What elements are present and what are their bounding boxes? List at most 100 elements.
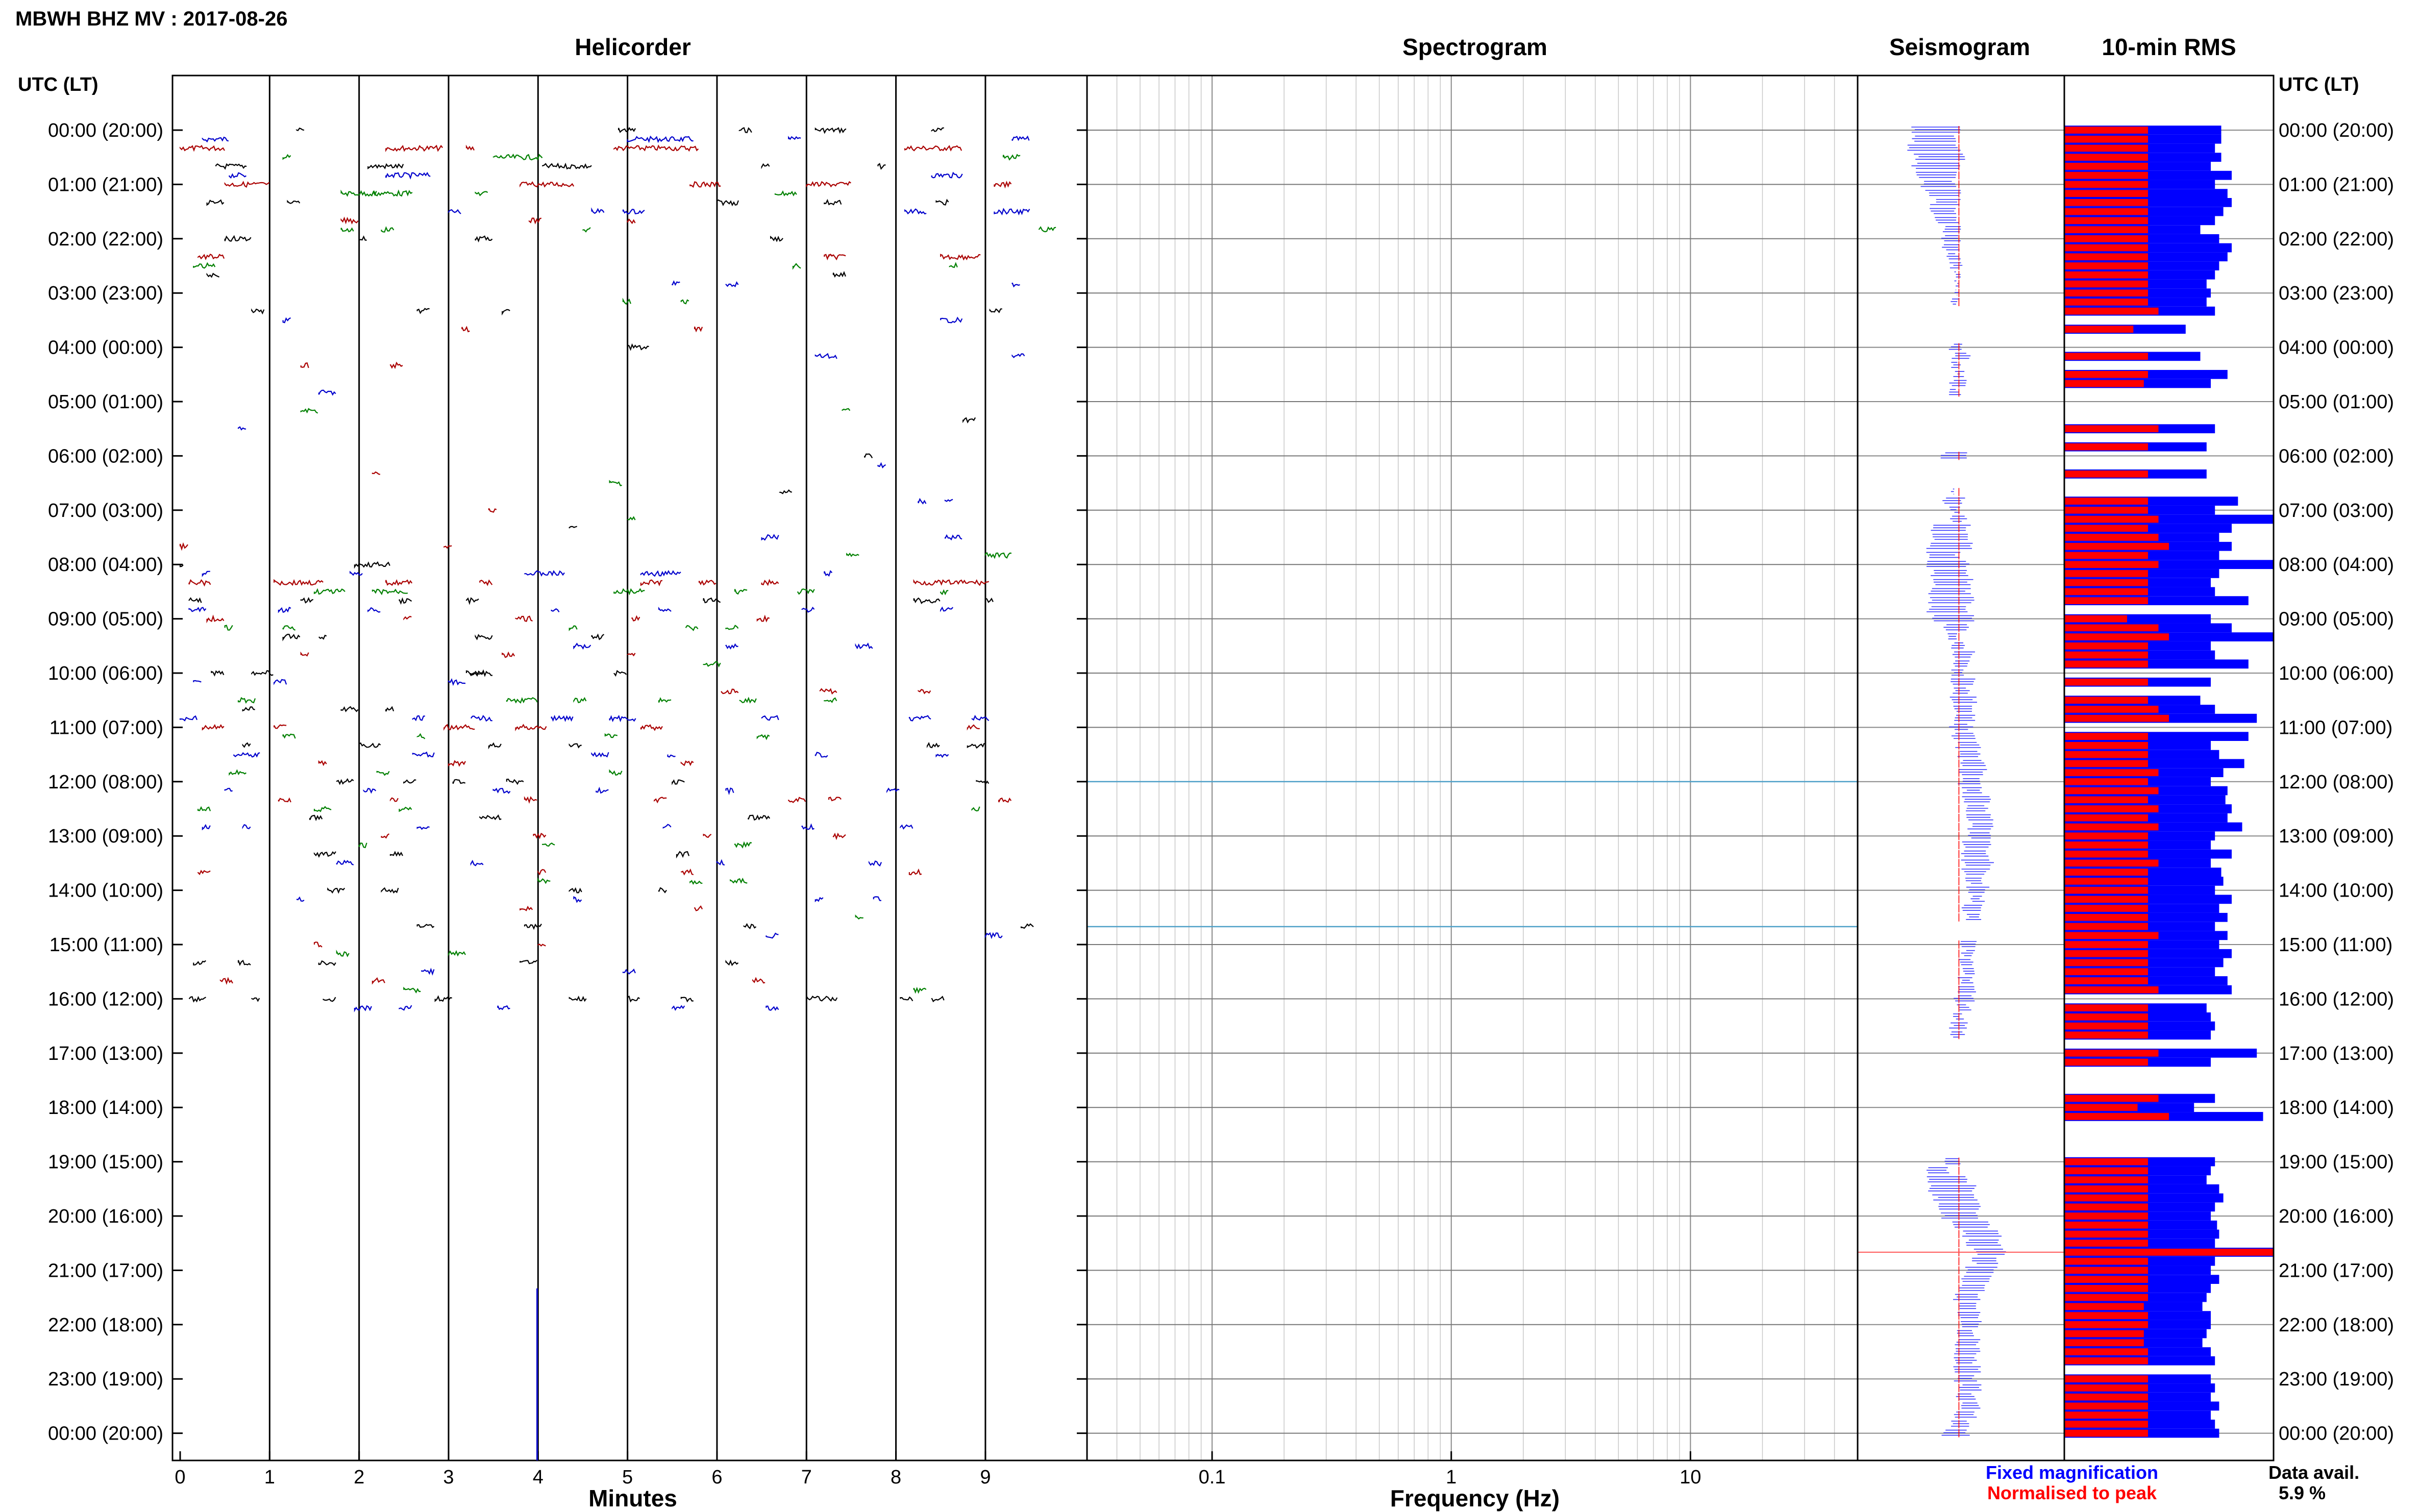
helicorder-trace [354,1005,372,1012]
helicorder-trace [984,932,1003,939]
helicorder-trace [689,181,721,188]
rms-bar-normalised [2064,171,2148,179]
helicorder-trace [372,189,413,197]
time-label: 19:00 (15:00) [2279,1152,2394,1173]
rms-bar-normalised [2064,986,2159,994]
rms-bar-normalised [2064,326,2134,333]
time-label: 05:00 (01:00) [48,391,163,413]
helicorder-trace [551,714,574,722]
helicorder-trace [300,408,318,414]
helicorder-trace [296,896,305,902]
rms-bar-normalised [2064,850,2148,858]
helicorder-trace [318,960,336,966]
helicorder-trace [282,154,291,160]
helicorder-trace [739,697,757,704]
helicorder-trace [569,996,587,1002]
rms-bar-normalised [2064,534,2159,541]
rms-bar-normalised [2064,841,2148,849]
helicorder-trace [766,932,779,939]
helicorder-trace [725,625,739,630]
helicorder-trace [336,949,350,957]
rms-bar-normalised [2064,832,2148,840]
helicorder-trace [198,806,211,811]
helicorder-trace [465,597,479,605]
rms-bar-normalised [2064,932,2159,939]
helicorder-trace [465,669,493,677]
helicorder-trace [971,714,990,722]
helicorder-trace [877,163,886,170]
rms-bar-normalised [2064,1194,2148,1202]
helicorder-trace [716,199,739,207]
helicorder-trace [202,571,210,577]
helicorder-trace [832,270,846,278]
helicorder-trace [680,299,689,305]
helicorder-trace [282,733,296,739]
helicorder-trace [193,680,202,683]
helicorder-trace [814,897,824,903]
helicorder-trace [224,625,233,631]
rms-bar-normalised [2064,1249,2274,1256]
helicorder-trace [274,724,287,729]
helicorder-trace [703,833,712,838]
rms-bar-normalised [2064,859,2159,867]
time-label: 20:00 (16:00) [2279,1206,2394,1227]
helicorder-trace [282,633,301,641]
rms-bar-normalised [2064,1104,2138,1111]
helicorder-trace [502,309,510,316]
time-label: 15:00 (11:00) [2279,934,2392,956]
rms-bar-normalised [2064,552,2148,559]
helicorder-trace [913,579,990,586]
helicorder-trace [819,688,837,695]
helicorder-trace [318,634,327,640]
helicorder-trace [904,208,927,215]
helicorder-trace [685,625,699,631]
time-label: 17:00 (13:00) [2279,1043,2394,1064]
helicorder-trace [694,326,703,333]
helicorder-trace [627,653,636,657]
helicorder-trace [824,199,842,206]
helicorder-trace [278,797,291,803]
helicorder-trace [779,489,792,494]
rms-bar-normalised [2064,733,2148,740]
rms-bar-normalised [2064,380,2144,387]
helicorder-trace [662,824,672,829]
rms-bar-normalised [2064,199,2148,206]
helicorder-trace [658,606,672,612]
helicorder-trace [179,564,184,567]
frequency-axis-label: Frequency (Hz) [1390,1485,1560,1511]
time-label: 18:00 (14:00) [2279,1097,2394,1119]
helicorder-trace [229,172,246,179]
helicorder-trace [918,689,931,695]
helicorder-trace [613,588,645,596]
helicorder-trace [591,207,605,214]
time-label: 07:00 (03:00) [48,500,163,522]
helicorder-trace [372,977,385,985]
helicorder-trace [215,163,247,170]
helicorder-trace [399,597,412,605]
helicorder-trace [403,615,412,621]
right-time-axis-header: UTC (LT) [2279,74,2359,95]
helicorder-trace [569,625,578,631]
helicorder-trace [877,462,886,468]
helicorder-trace [179,542,188,551]
rms-bar-normalised [2064,299,2148,306]
helicorder-trace [609,480,622,486]
helicorder-trace [389,361,403,369]
rms-bar-normalised [2064,1384,2148,1392]
helicorder-trace [282,625,296,631]
rms-bar-normalised [2064,624,2159,632]
helicorder-trace [198,253,225,260]
helicorder-trace [730,877,748,884]
time-label: 16:00 (12:00) [2279,988,2394,1010]
helicorder-trace [537,944,546,947]
helicorder-trace [940,254,981,261]
helicorder-trace [403,779,416,784]
helicorder-trace [609,714,636,723]
rms-bar-normalised [2064,561,2159,568]
helicorder-trace [622,209,645,215]
rms-title: 10-min RMS [2102,34,2236,60]
helicorder-trace [868,860,882,867]
helicorder-trace [725,959,739,966]
rms-bar-normalised [2064,678,2148,686]
